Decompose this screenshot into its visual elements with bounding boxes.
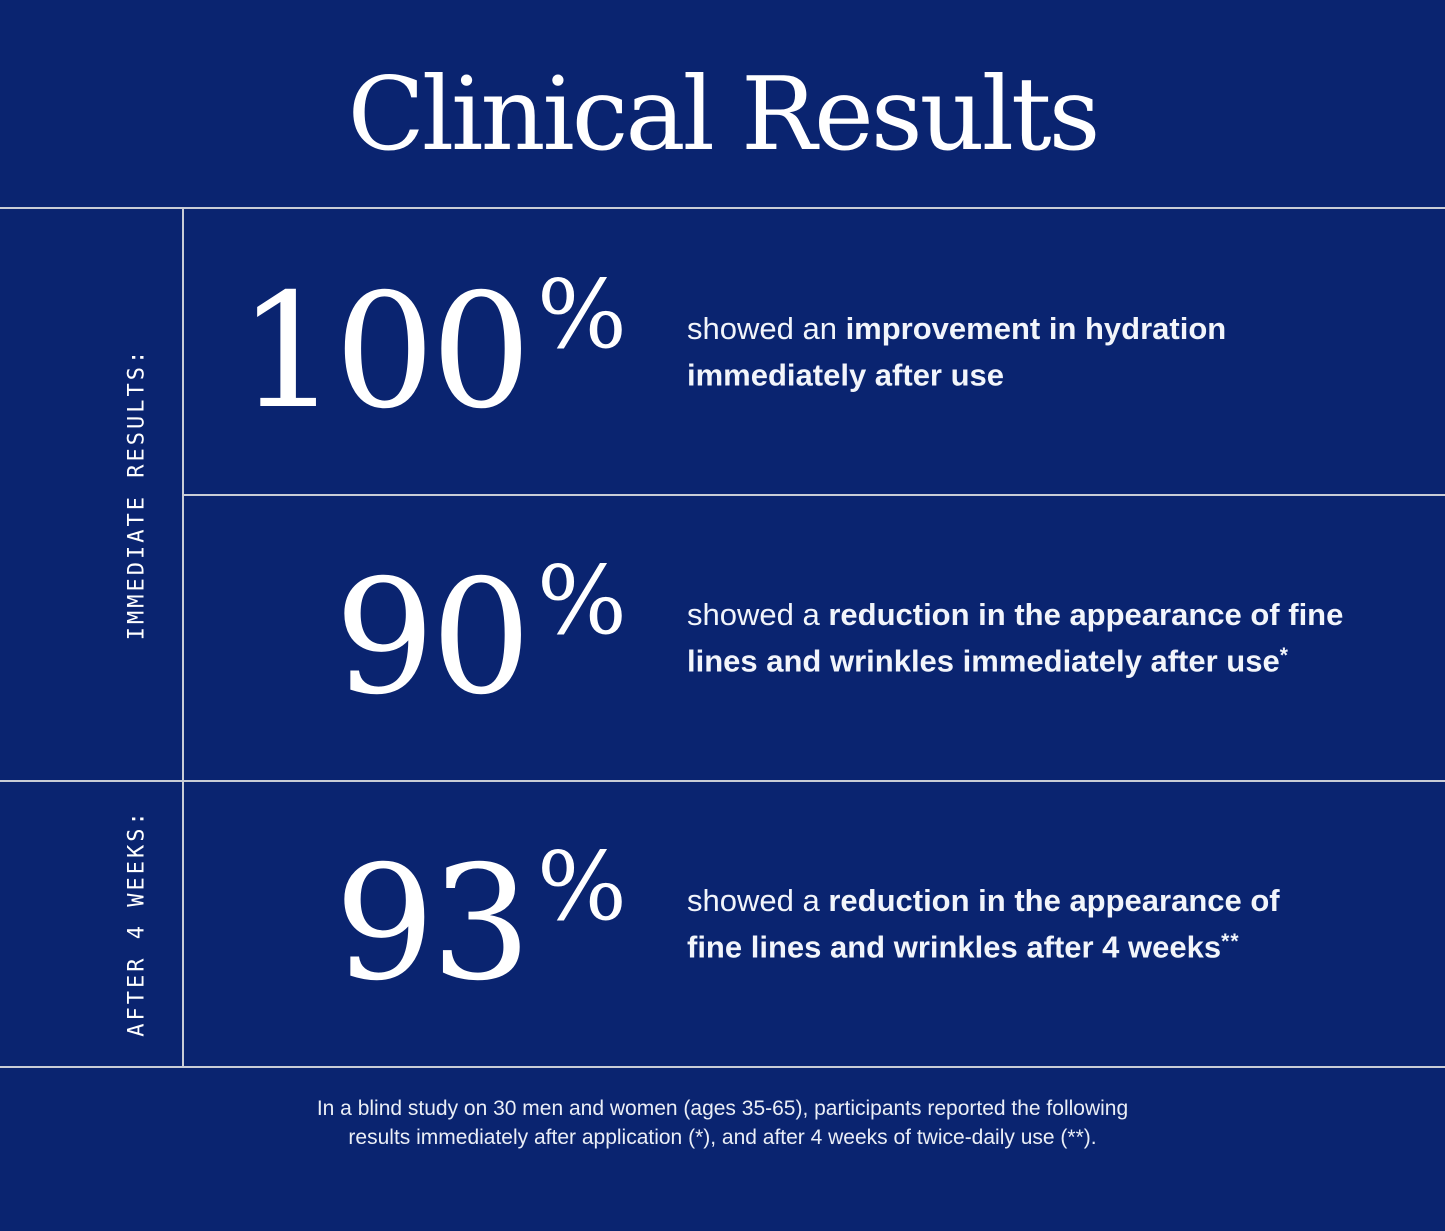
stat-row-hydration: 100% showed an improvement in hydration i…: [183, 209, 1445, 494]
percent-sign: %: [536, 259, 627, 370]
stat-desc-bold-line2: fine lines and wrinkles after 4 weeks: [687, 929, 1222, 965]
section-label-immediate-results: IMMEDIATE RESULTS:: [124, 347, 150, 641]
study-footnote-line1: In a blind study on 30 men and women (ag…: [316, 1097, 1129, 1120]
stat-desc-bold-line1: reduction in the appearance of fine: [828, 597, 1344, 633]
stat-desc-bold-line2: lines and wrinkles immediately after use: [687, 643, 1280, 679]
page-title: Clinical Results: [347, 55, 1101, 173]
stat-number: 90: [334, 546, 531, 730]
stat-number: 100: [237, 259, 532, 444]
percent-sign: %: [536, 546, 627, 657]
divider-vertical: [182, 207, 184, 1068]
percent-sign: %: [536, 832, 627, 943]
stat-row-fine-lines-immediate: 90% showed a reduction in the appearance…: [183, 496, 1445, 780]
divider-bottom: [0, 1066, 1445, 1068]
divider-row1-row2: [183, 494, 1445, 496]
stat-number: 93: [334, 832, 531, 1016]
stat-description: showed a reduction in the appearance of f…: [687, 880, 1280, 967]
divider-top: [0, 207, 1445, 209]
stat-description: showed an improvement in hydration immedi…: [687, 308, 1226, 395]
stat-row-fine-lines-4-weeks: 93% showed a reduction in the appearance…: [183, 782, 1445, 1066]
stat-value-93-percent: 93%: [183, 840, 627, 1003]
stat-description: showed a reduction in the appearance of …: [687, 594, 1343, 681]
stat-footnote-marker: **: [1221, 930, 1240, 954]
divider-row2-row3: [0, 780, 1445, 782]
stat-desc-regular: showed a: [687, 597, 829, 633]
stat-desc-bold-line2: immediately after use: [687, 357, 1005, 393]
stat-desc-bold-line1: improvement in hydration: [845, 310, 1227, 346]
stat-desc-bold-line1: reduction in the appearance of: [828, 883, 1280, 919]
section-label-after-4-weeks: AFTER 4 WEEKS:: [124, 809, 150, 1037]
stat-desc-regular: showed an: [687, 310, 846, 346]
study-footnote: In a blind study on 30 men and women (ag…: [0, 1094, 1445, 1152]
stat-footnote-marker: *: [1279, 644, 1289, 668]
stat-desc-regular: showed a: [687, 883, 829, 919]
stat-value-90-percent: 90%: [183, 554, 627, 717]
stat-value-100-percent: 100%: [183, 267, 627, 430]
study-footnote-line2: results immediately after application (*…: [348, 1126, 1097, 1149]
